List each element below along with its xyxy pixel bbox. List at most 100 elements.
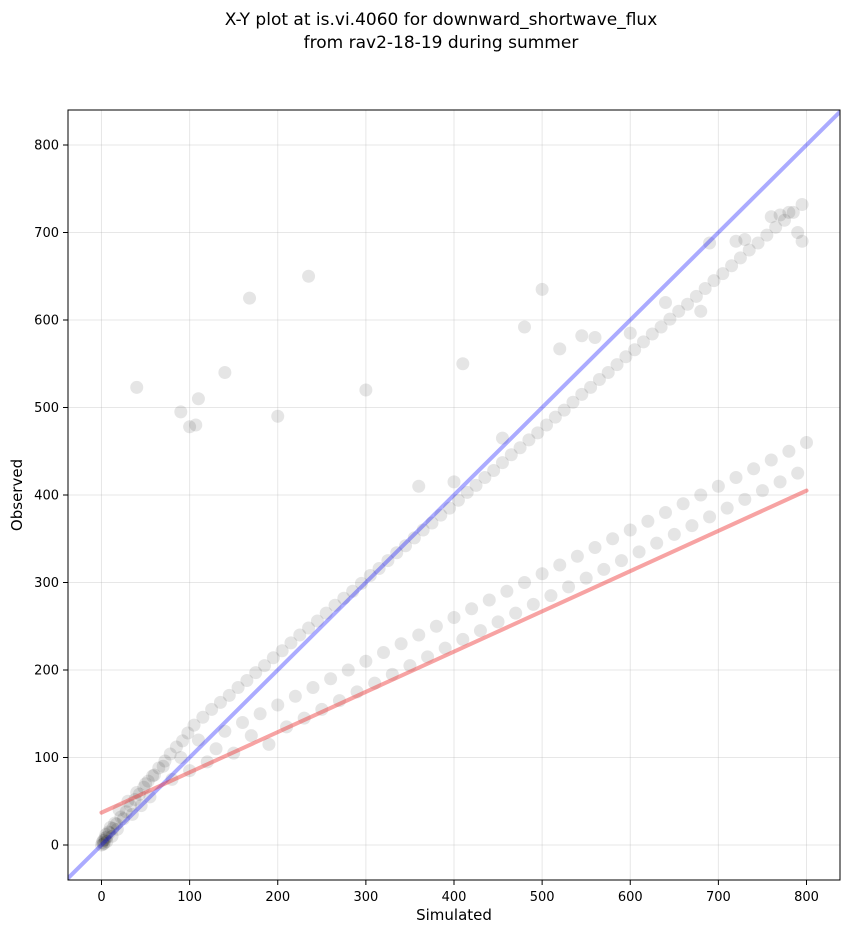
data-point (176, 734, 190, 748)
y-tick-label: 500 (34, 401, 59, 416)
data-point (412, 628, 426, 642)
data-point (218, 366, 232, 379)
data-point (614, 554, 628, 568)
data-point (187, 718, 201, 732)
data-point (553, 342, 567, 356)
data-point (346, 584, 360, 598)
data-point (102, 825, 116, 839)
data-point (337, 591, 351, 605)
data-point (209, 742, 223, 756)
data-point (548, 410, 562, 424)
data-point (575, 387, 589, 401)
grid-lines (68, 110, 840, 880)
data-point (535, 282, 549, 296)
data-point (584, 380, 598, 394)
data-point (152, 761, 166, 775)
data-point (773, 475, 787, 489)
x-tick-label: 300 (353, 890, 378, 905)
data-point (800, 436, 814, 449)
data-point (306, 681, 320, 694)
data-point (443, 501, 457, 515)
data-point (158, 754, 172, 768)
data-point (703, 236, 717, 250)
data-point (189, 418, 203, 432)
data-point (156, 759, 170, 773)
data-point (125, 807, 139, 821)
data-point (632, 545, 646, 559)
data-point (526, 597, 540, 611)
data-point (694, 488, 708, 502)
data-points (94, 198, 814, 852)
data-point (588, 331, 602, 344)
data-point (328, 598, 342, 612)
data-point (742, 243, 756, 257)
data-point (213, 695, 227, 709)
data-point (588, 541, 602, 554)
data-point (98, 833, 112, 847)
data-point (570, 549, 584, 563)
data-point (733, 251, 747, 265)
data-point (315, 702, 329, 716)
data-point (407, 531, 421, 545)
data-point (412, 479, 426, 493)
data-point (266, 651, 280, 665)
data-point (200, 755, 214, 769)
data-point (108, 816, 122, 830)
data-point (147, 768, 161, 782)
y-axis-label: Observed (8, 459, 26, 531)
data-point (791, 466, 805, 480)
data-point (685, 519, 699, 533)
data-point (553, 558, 567, 572)
data-point (557, 403, 571, 417)
x-tick-label: 100 (177, 890, 202, 905)
data-point (531, 426, 545, 440)
data-point (363, 569, 377, 582)
data-point (495, 431, 509, 445)
data-point (284, 636, 298, 650)
data-point (650, 536, 664, 550)
data-point (271, 698, 285, 712)
regression-line (99, 488, 809, 815)
data-point (394, 637, 408, 651)
data-point (579, 571, 593, 585)
data-point (128, 793, 142, 806)
y-tick-label: 200 (34, 664, 59, 679)
data-point (782, 444, 796, 458)
data-point (243, 291, 257, 305)
data-point (332, 694, 346, 708)
data-point (94, 838, 108, 852)
data-point (478, 471, 492, 484)
data-point (310, 614, 324, 628)
data-point (729, 471, 743, 484)
data-point (636, 335, 650, 349)
data-point (487, 464, 501, 477)
data-point (535, 567, 549, 581)
data-point (368, 676, 382, 690)
data-point (707, 274, 721, 288)
data-point (623, 523, 637, 537)
data-point (181, 726, 195, 740)
data-point (500, 584, 514, 598)
data-point (324, 672, 338, 686)
data-point (134, 799, 148, 813)
data-point (196, 710, 210, 724)
data-point (469, 478, 483, 492)
data-point (667, 527, 681, 541)
data-point (513, 441, 527, 455)
data-point (372, 562, 386, 575)
data-point (438, 641, 452, 655)
data-point (169, 740, 183, 754)
data-point (99, 828, 113, 841)
data-point (747, 462, 761, 476)
data-point (720, 501, 734, 515)
data-point (235, 716, 249, 729)
data-point (689, 289, 703, 303)
data-point (447, 611, 461, 624)
chart-title: X-Y plot at is.vi.4060 for downward_shor… (225, 10, 658, 53)
data-point (319, 606, 333, 620)
data-point (124, 799, 138, 813)
data-point (119, 805, 133, 819)
data-point (729, 234, 743, 248)
data-point (280, 720, 294, 734)
data-point (782, 205, 796, 219)
